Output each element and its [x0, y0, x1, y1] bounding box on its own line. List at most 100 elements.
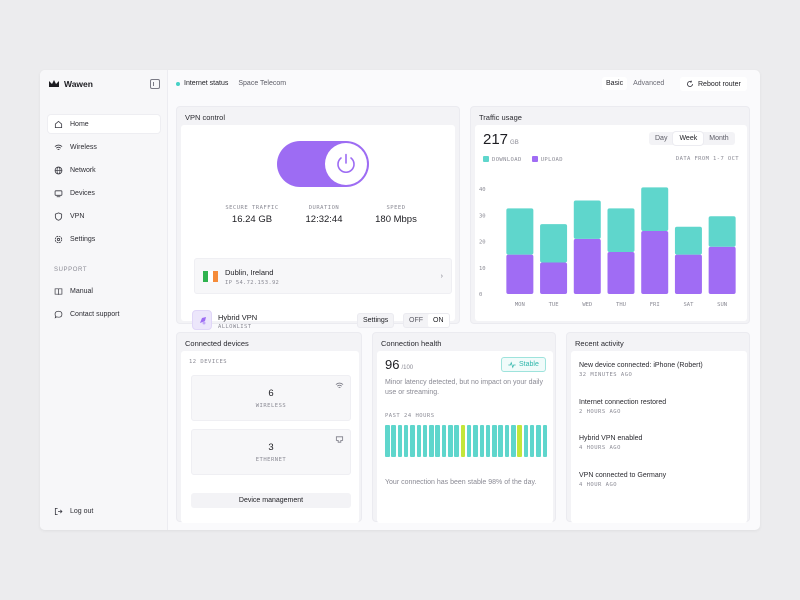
health-bar-ok — [410, 425, 415, 457]
sidebar-item-manual[interactable]: Manual — [48, 282, 160, 300]
y-tick-label: 0 — [479, 292, 482, 298]
globe-icon — [54, 166, 63, 174]
health-score-value: 96 — [385, 357, 400, 372]
bar-download-mon — [506, 208, 534, 255]
health-bar-ok — [448, 425, 453, 457]
stable-badge: Stable — [501, 357, 546, 372]
bar-upload-mon — [506, 254, 534, 294]
toggle-knob — [325, 143, 367, 185]
connection-health-card: Connection health 96/100 Stable Minor la… — [372, 332, 556, 523]
refresh-icon — [687, 80, 693, 87]
sidebar-item-label: Network — [70, 166, 96, 174]
x-tick-label: SUN — [717, 302, 727, 308]
ireland-flag-icon — [203, 271, 218, 282]
vpn-power-toggle[interactable] — [277, 141, 369, 187]
sidebar-item-network[interactable]: Network — [48, 161, 160, 179]
health-bar-ok — [473, 425, 478, 457]
health-bar-ok — [523, 425, 529, 457]
y-tick-label: 30 — [479, 213, 486, 219]
health-bar-ok — [385, 425, 390, 457]
sidebar-item-wireless[interactable]: Wireless — [48, 138, 160, 156]
mode-basic-button[interactable]: Basic — [602, 77, 628, 90]
x-tick-label: THU — [616, 302, 626, 308]
device-count: 12 DEVICES — [189, 359, 228, 365]
health-bar-ok — [422, 425, 428, 457]
y-tick-label: 10 — [479, 266, 486, 272]
stat-value: 180 Mbps — [375, 214, 417, 225]
sidebar-item-label: Wireless — [70, 143, 97, 151]
reboot-label: Reboot router — [698, 80, 741, 88]
health-bar-ok — [403, 425, 409, 457]
tab-day[interactable]: Day — [655, 135, 668, 142]
activity-item: VPN connected to Germany 4 HOUR AGO — [579, 472, 666, 488]
health-bar-ok — [397, 425, 403, 457]
sidebar-item-vpn[interactable]: VPN — [48, 207, 160, 225]
traffic-total: 217 GB — [483, 131, 519, 148]
brand[interactable]: Wawen — [48, 79, 93, 89]
book-icon — [54, 287, 63, 295]
sidebar-item-devices[interactable]: Devices — [48, 184, 160, 202]
bar-upload-tue — [540, 262, 568, 294]
isp-name: Space Telecom — [238, 80, 287, 87]
pulse-icon — [508, 360, 516, 369]
reboot-router-button[interactable]: Reboot router — [680, 77, 747, 91]
device-management-button[interactable]: Device management — [191, 493, 351, 508]
hybrid-settings-button[interactable]: Settings — [357, 313, 395, 328]
home-icon — [54, 120, 63, 128]
wifi-icon — [54, 144, 63, 150]
card-title: Connection health — [381, 339, 442, 348]
activity-title: Hybrid VPN enabled — [579, 435, 643, 442]
app-window: Wawen Home Wireless Network Devices — [40, 70, 760, 530]
hybrid-on-option[interactable]: ON — [428, 314, 449, 327]
stat-duration: DURATION 12:32:44 — [284, 205, 364, 225]
activity-time: 2 HOURS AGO — [579, 409, 621, 415]
ethernet-label: ETHERNET — [255, 457, 287, 463]
location-ip: IP 54.72.153.92 — [225, 280, 280, 286]
internet-status: Internet status Space Telecom — [176, 80, 286, 87]
health-bar-warning — [460, 425, 466, 457]
x-tick-label: WED — [582, 302, 592, 308]
sidebar-item-contact-support[interactable]: Contact support — [48, 305, 160, 323]
wifi-icon — [335, 382, 344, 388]
stat-label: DURATION — [308, 205, 340, 211]
crown-logo-icon — [49, 80, 59, 87]
collapse-sidebar-icon[interactable] — [150, 79, 160, 89]
legend-upload: UPLOAD — [531, 156, 563, 163]
wireless-label: WIRELESS — [255, 403, 287, 409]
traffic-unit: GB — [510, 140, 519, 146]
bar-upload-sun — [708, 246, 736, 294]
tab-week[interactable]: Week — [673, 132, 704, 145]
sidebar-item-label: Home — [70, 120, 89, 128]
support-section-label: SUPPORT — [54, 267, 88, 273]
wireless-devices-tile[interactable]: 6 WIRELESS — [191, 375, 351, 421]
tab-month[interactable]: Month — [709, 135, 729, 142]
card-title: Connected devices — [185, 339, 249, 348]
health-bar-ok — [435, 425, 440, 457]
sidebar-item-home[interactable]: Home — [48, 115, 160, 133]
card-title: Recent activity — [575, 339, 624, 348]
activity-title: Internet connection restored — [579, 399, 667, 406]
bar-download-wed — [573, 200, 601, 239]
sidebar-item-label: Devices — [70, 189, 95, 197]
vpn-location-selector[interactable]: Dublin, Ireland IP 54.72.153.92 › — [194, 258, 452, 294]
mode-advanced-button[interactable]: Advanced — [633, 80, 665, 87]
hybrid-off-option[interactable]: OFF — [409, 317, 423, 324]
health-footer: Your connection has been stable 98% of t… — [385, 479, 537, 486]
ethernet-devices-tile[interactable]: 3 ETHERNET — [191, 429, 351, 475]
status-dot-icon — [176, 81, 180, 86]
legend-label: UPLOAD — [540, 157, 563, 163]
y-tick-label: 20 — [479, 240, 486, 246]
sidebar-item-settings[interactable]: Settings — [48, 230, 160, 248]
logout-button[interactable]: Log out — [54, 507, 93, 516]
stat-secure-traffic: SECURE TRAFFIC 16.24 GB — [212, 205, 292, 225]
stat-speed: SPEED 180 Mbps — [356, 205, 436, 225]
chat-icon — [54, 310, 63, 319]
vpn-panel: SECURE TRAFFIC 16.24 GB DURATION 12:32:4… — [181, 125, 455, 330]
activity-title: New device connected: iPhone (Robert) — [579, 362, 703, 369]
bar-upload-thu — [607, 252, 635, 294]
data-range: DATA FROM 1-7 OCT — [675, 156, 739, 162]
activity-time: 4 HOUR AGO — [579, 482, 618, 488]
activity-time: 32 MINUTES AGO — [579, 372, 633, 378]
hybrid-vpn-icon — [192, 310, 212, 330]
stat-value: 16.24 GB — [231, 214, 273, 225]
